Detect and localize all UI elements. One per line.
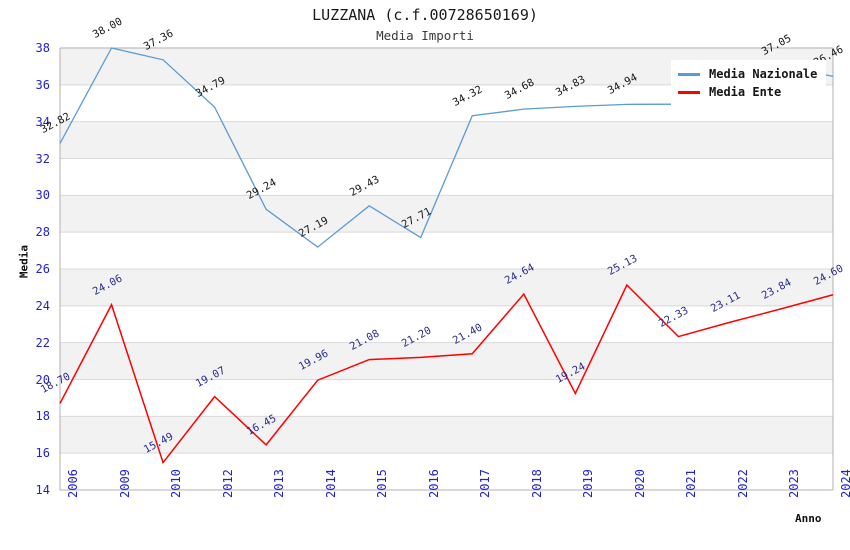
- x-tick-label: 2024: [839, 469, 850, 498]
- x-tick-label: 2009: [117, 469, 132, 498]
- chart-legend: Media Nazionale Media Ente: [671, 60, 827, 107]
- y-tick-label: 14: [35, 483, 50, 497]
- series-line-media-ente: [59, 283, 834, 465]
- y-tick-label: 22: [35, 335, 50, 350]
- x-tick-label: 2006: [66, 469, 80, 498]
- legend-label-media-nazionale: Media Nazionale: [709, 67, 818, 81]
- legend-swatch-media-ente: [678, 90, 700, 94]
- x-tick-label: 2016: [426, 469, 441, 498]
- y-tick-label: 36: [35, 77, 50, 92]
- y-tick-label: 16: [35, 446, 50, 461]
- y-tick-label: 30: [35, 188, 50, 203]
- y-tick-label: 24: [35, 298, 50, 313]
- legend-item-media-ente[interactable]: Media Ente: [678, 83, 817, 101]
- data-series-group: [59, 47, 834, 465]
- x-tick-label: 2013: [272, 469, 287, 498]
- chart-subtitle: Media Importi: [376, 28, 474, 43]
- y-tick-label: 32: [35, 151, 50, 166]
- x-tick-label: 2012: [220, 469, 235, 498]
- y-tick-label: 28: [35, 225, 50, 240]
- y-tick-label: 20: [35, 372, 50, 387]
- legend-item-media-nazionale[interactable]: Media Nazionale: [678, 65, 817, 83]
- y-tick-label: 38: [35, 41, 50, 55]
- chart-title: LUZZANA (c.f.00728650169): [312, 6, 538, 24]
- x-tick-label: 2023: [787, 469, 802, 498]
- x-tick-label: 2010: [169, 469, 184, 498]
- x-tick-label: 2014: [323, 469, 338, 498]
- x-tick-label: 2018: [529, 469, 544, 498]
- x-tick-label: 2019: [581, 469, 596, 498]
- x-tick-label: 2021: [684, 469, 699, 498]
- legend-label-media-ente: Media Ente: [709, 85, 782, 99]
- plot-bands: [60, 48, 833, 454]
- x-tick-label: 2017: [478, 469, 493, 498]
- y-tick-label: 26: [35, 262, 50, 276]
- legend-swatch-media-nazionale: [678, 72, 700, 76]
- axis-lines: [59, 47, 834, 491]
- y-tick-label: 18: [35, 409, 50, 424]
- y-tick-label: 34: [35, 114, 50, 129]
- x-axis-label: Anno: [795, 512, 822, 525]
- x-tick-label: 2022: [735, 469, 750, 498]
- x-tick-label: 2015: [375, 469, 390, 498]
- x-tick-label: 2020: [632, 469, 647, 498]
